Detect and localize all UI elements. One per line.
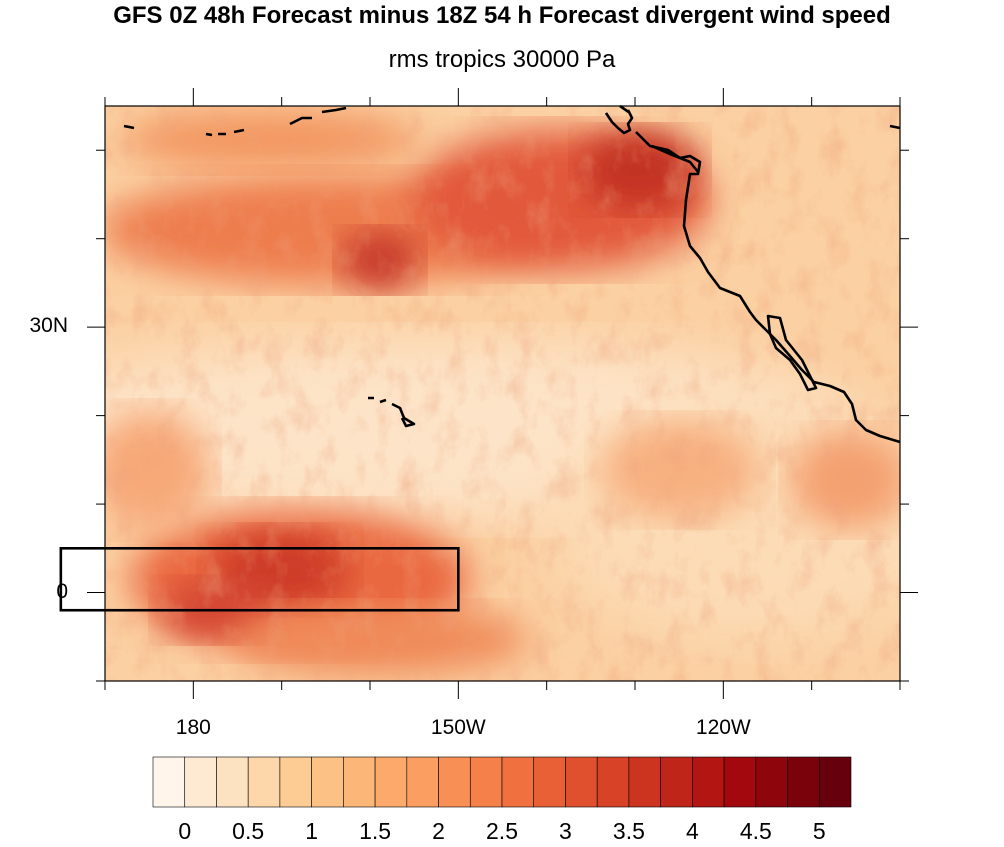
- axis-ticks: [87, 88, 918, 699]
- colorbar-swatch: [501, 756, 535, 808]
- colorbar-swatch: [628, 756, 661, 808]
- chart-title: GFS 0Z 48h Forecast minus 18Z 54 h Forec…: [113, 2, 891, 29]
- colorbar-label: 4.5: [739, 818, 772, 844]
- colorbar-swatch: [469, 756, 503, 808]
- colorbar-swatch: [596, 756, 630, 808]
- colorbar-label: 4: [685, 818, 699, 844]
- colorbar-swatch: [406, 756, 439, 808]
- colorbar-swatch: [565, 756, 598, 808]
- colorbar-swatch: [438, 756, 471, 808]
- colorbar-label: 0.5: [232, 818, 265, 844]
- lon-label: 150W: [430, 716, 486, 739]
- chart-subtitle: rms tropics 30000 Pa: [388, 46, 616, 73]
- wind-speed-field: [105, 106, 900, 681]
- colorbar-label: 1.5: [359, 818, 392, 844]
- lon-label: 120W: [695, 716, 751, 739]
- coastlines: [123, 104, 901, 444]
- lat-label: 0: [56, 579, 68, 603]
- colorbar-swatch: [343, 756, 376, 808]
- colorbar-swatch: [818, 756, 852, 808]
- colorbar-swatch: [216, 756, 249, 808]
- colorbar-swatch: [723, 756, 757, 808]
- colorbar-swatch: [755, 756, 788, 808]
- colorbar-swatch: [247, 756, 281, 808]
- colorbar-swatch: [311, 756, 344, 808]
- colorbar-label: 1: [305, 818, 319, 844]
- colorbar-label: 2.5: [486, 818, 518, 844]
- colorbar-label: 2: [432, 818, 445, 844]
- colorbar-swatch: [660, 756, 693, 808]
- colorbar-swatch: [787, 756, 820, 808]
- colorbar-label: 5: [812, 818, 826, 844]
- colorbar-swatch: [279, 756, 312, 808]
- colorbar-swatch: [692, 756, 725, 808]
- colorbar-swatch: [184, 756, 217, 808]
- lat-label: 30N: [29, 314, 68, 338]
- region-box: [59, 547, 460, 612]
- colorbar-label: 3.5: [612, 818, 645, 844]
- colorbar-label: 3: [559, 818, 572, 844]
- lon-label: 180: [175, 716, 211, 739]
- colorbar-swatch: [152, 756, 186, 808]
- colorbar-label: 0: [178, 818, 192, 844]
- colorbar-swatch: [533, 756, 566, 808]
- colorbar-swatch: [374, 756, 408, 808]
- plot-frame: [104, 105, 901, 682]
- colorbar: [152, 756, 852, 808]
